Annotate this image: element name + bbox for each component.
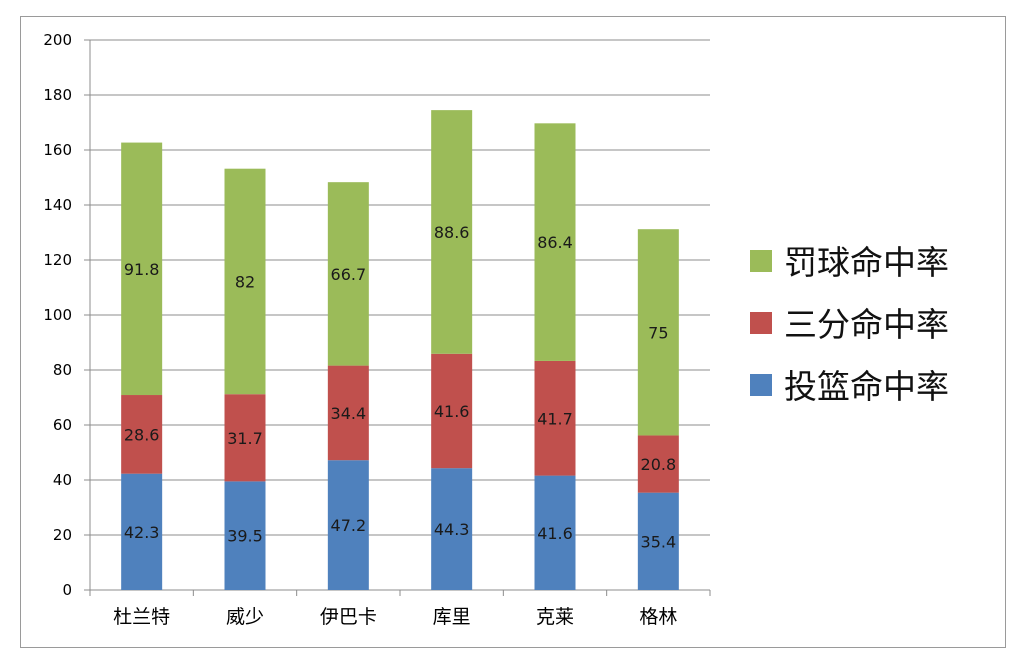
data-label-0-0: 42.3: [124, 523, 160, 542]
legend-swatch-0: [750, 374, 772, 396]
data-label-0-4: 41.6: [537, 524, 573, 543]
x-category-label: 威少: [226, 606, 264, 628]
bar-0-0: [121, 473, 163, 590]
bar-2-4: [534, 123, 576, 361]
legend-label-0: 投篮命中率: [784, 367, 949, 406]
x-category-label: 伊巴卡: [320, 606, 377, 628]
y-tick-label: 20: [53, 526, 72, 544]
data-label-2-3: 88.6: [434, 223, 470, 242]
y-tick-label: 140: [43, 196, 72, 214]
x-category-label: 杜兰特: [113, 606, 170, 628]
bar-0-5: [637, 492, 679, 590]
bar-1-1: [224, 394, 266, 482]
y-tick-label: 60: [53, 416, 72, 434]
bar-0-2: [327, 460, 369, 590]
legend-swatch-1: [750, 312, 772, 334]
data-label-1-4: 41.7: [537, 409, 573, 428]
bar-2-2: [327, 182, 369, 366]
bar-0-3: [431, 468, 473, 590]
data-label-0-2: 47.2: [331, 516, 367, 535]
bar-2-0: [121, 142, 163, 396]
data-label-2-5: 75: [648, 323, 668, 342]
chart-frame: [20, 16, 1006, 648]
bar-1-4: [534, 360, 576, 476]
data-label-2-1: 82: [235, 272, 255, 291]
bar-1-5: [637, 435, 679, 493]
data-label-0-3: 44.3: [434, 520, 470, 539]
x-axis-category-labels: 杜兰特 威少 伊巴卡 库里 克莱 格林: [113, 606, 677, 628]
legend-label-2: 罚球命中率: [784, 243, 949, 282]
bar-1-3: [431, 353, 473, 469]
x-category-label: 格林: [639, 606, 677, 628]
bar-2-3: [431, 110, 473, 354]
gridlines: [90, 39, 710, 536]
y-tick-label: 120: [43, 251, 72, 269]
y-tick-label: 200: [43, 31, 72, 49]
bar-0-4: [534, 475, 576, 590]
x-category-label: 库里: [433, 606, 471, 628]
data-label-2-0: 91.8: [124, 260, 160, 279]
data-label-2-4: 86.4: [537, 233, 573, 252]
y-tick-label: 100: [43, 306, 72, 324]
y-tick-label: 0: [62, 581, 72, 599]
data-label-1-3: 41.6: [434, 402, 470, 421]
legend-swatch-2: [750, 250, 772, 272]
bar-2-1: [224, 168, 266, 395]
data-label-1-2: 34.4: [331, 404, 367, 423]
bar-1-0: [121, 395, 163, 474]
data-label-1-5: 20.8: [641, 455, 677, 474]
x-category-label: 克莱: [536, 606, 574, 628]
data-label-0-1: 39.5: [227, 527, 263, 546]
legend-label-1: 三分命中率: [784, 305, 949, 344]
axes: [84, 39, 711, 596]
y-tick-label: 40: [53, 471, 72, 489]
bar-1-2: [327, 365, 369, 461]
data-label-1-0: 28.6: [124, 425, 160, 444]
bar-2-5: [637, 229, 679, 436]
data-label-2-2: 66.7: [331, 265, 367, 284]
y-axis-tick-labels: 0 20 40 60 80 100 120 140 160 180 200: [43, 31, 72, 599]
bars: [121, 110, 679, 590]
y-tick-label: 160: [43, 141, 72, 159]
data-label-1-1: 31.7: [227, 429, 263, 448]
data-label-0-5: 35.4: [641, 532, 677, 551]
y-tick-label: 80: [53, 361, 72, 379]
bar-0-1: [224, 481, 266, 590]
y-tick-label: 180: [43, 86, 72, 104]
data-labels: 42.3 28.6 91.8 39.5 31.7 82 47.2 34.4 66.7 44.3 41…: [124, 223, 676, 551]
